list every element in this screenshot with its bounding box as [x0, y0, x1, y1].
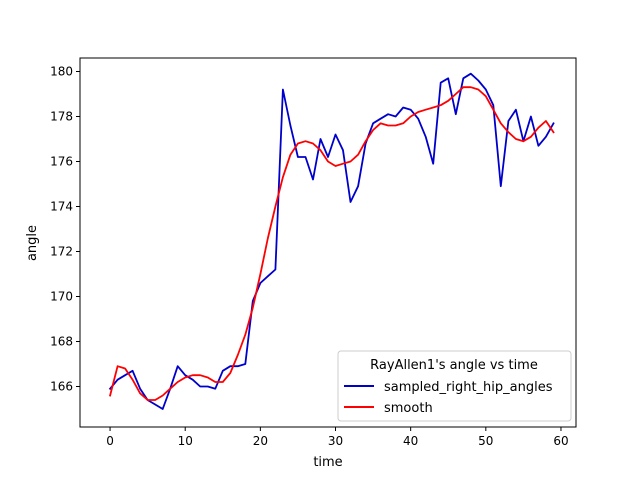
- series-layer: [108, 72, 555, 410]
- y-tick-label: 172: [50, 245, 73, 259]
- y-tick-label: 178: [50, 110, 73, 124]
- y-tick-label: 166: [50, 380, 73, 394]
- legend: RayAllen1's angle vs time sampled_right_…: [337, 350, 572, 422]
- y-tick-label: 170: [50, 290, 73, 304]
- y-axis-ticks: 166 168 170 172 174 176 178 180: [50, 65, 80, 394]
- x-tick-label: 0: [106, 434, 114, 448]
- y-tick-label: 168: [50, 335, 73, 349]
- x-tick-label: 10: [178, 434, 193, 448]
- series-line-smooth: [109, 86, 555, 401]
- series-line-sampled-right-hip-angles: [108, 72, 555, 410]
- x-tick-label: 60: [553, 434, 568, 448]
- x-tick-label: 30: [328, 434, 343, 448]
- y-axis-label: angle: [25, 225, 40, 261]
- legend-box: [337, 350, 572, 422]
- y-tick-label: 174: [50, 200, 73, 214]
- x-axis-ticks: 0 10 20 30 40 50 60: [106, 427, 569, 448]
- plot-frame: [79, 57, 577, 428]
- plot-area: 0 10 20 30 40 50 60 166 168 170 172 174 176 178 180: [50, 57, 577, 448]
- y-tick-label: 176: [50, 155, 73, 169]
- y-tick-label: 180: [50, 65, 73, 79]
- x-tick-label: 20: [253, 434, 268, 448]
- x-tick-label: 40: [403, 434, 418, 448]
- x-tick-label: 50: [478, 434, 493, 448]
- legend-title: RayAllen1's angle vs time: [370, 358, 538, 373]
- legend-entry-sampled: sampled_right_hip_angles: [384, 380, 553, 395]
- x-axis-label: time: [313, 455, 342, 470]
- legend-entry-smooth: smooth: [384, 401, 433, 416]
